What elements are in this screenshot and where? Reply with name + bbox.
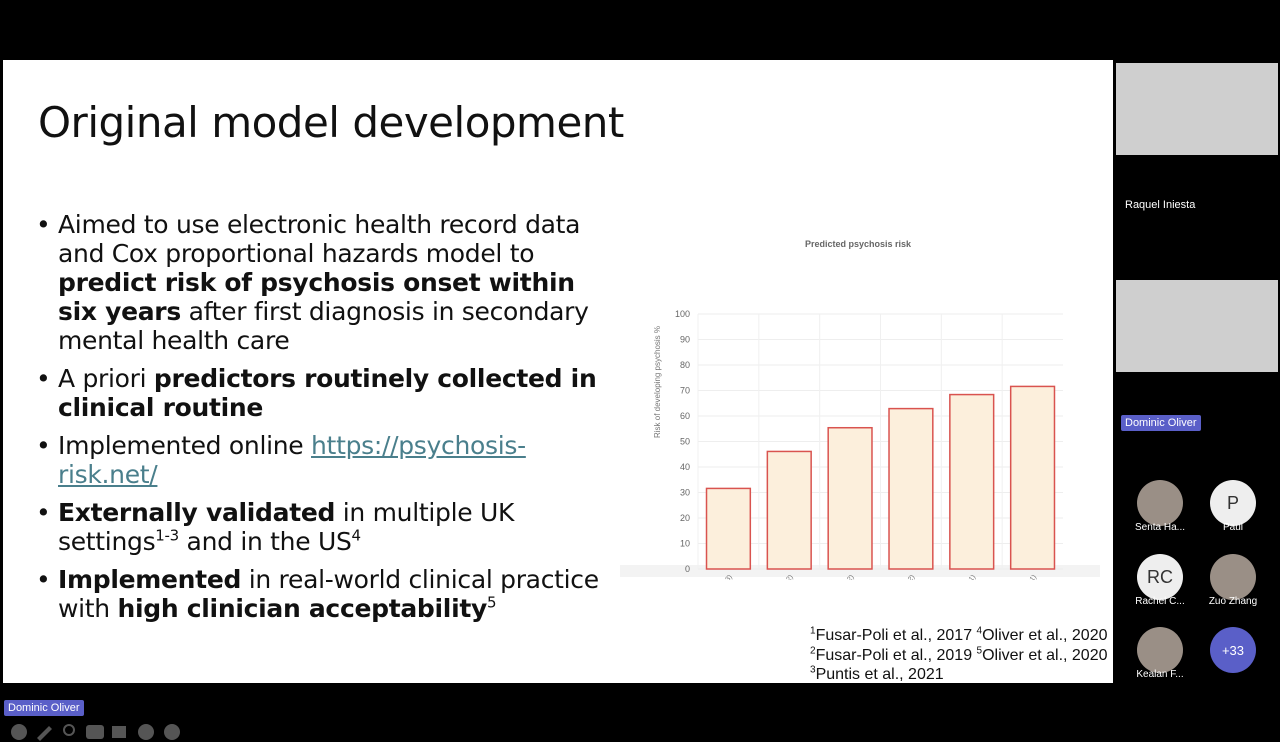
bullet: A priori predictors routinely collected … (36, 364, 616, 422)
text-segment: 5 (486, 593, 497, 612)
reference: 1Fusar-Poli et al., 2017 4Oliver et al.,… (810, 626, 1108, 646)
zoom-button[interactable] (63, 724, 75, 736)
text-segment: 5 (976, 645, 983, 657)
y-tick-label: 50 (680, 437, 690, 447)
bullet: Implemented in real-world clinical pract… (36, 565, 616, 623)
avatar[interactable]: RC (1137, 554, 1183, 600)
presenter-tag: Dominic Oliver (4, 700, 84, 716)
participant-name: Senta Ha... (1134, 522, 1186, 533)
slide-title: Original model development (38, 98, 624, 147)
text-segment: Oliver et al., 2020 (982, 646, 1108, 664)
pen-button[interactable] (37, 726, 52, 741)
text-segment: and in the US (178, 527, 352, 556)
text-segment: 1-3 (155, 526, 179, 545)
y-tick-label: 100 (675, 309, 690, 319)
text-segment: A priori (58, 364, 154, 393)
bar (949, 393, 995, 570)
more-button[interactable] (138, 724, 154, 740)
chart-title: Predicted psychosis risk (805, 239, 912, 249)
bullet: Aimed to use electronic health record da… (36, 210, 616, 355)
participant-name: Rachel C... (1135, 596, 1185, 607)
y-tick-label: 40 (680, 462, 690, 472)
bullet: Implemented online https://psychosis-ris… (36, 431, 616, 489)
text-segment: Fusar-Poli et al., 2019 (815, 646, 977, 664)
y-axis-label: Risk of developing psychosis % (653, 326, 662, 438)
bar (1009, 385, 1056, 570)
text-segment: Puntis et al., 2021 (815, 666, 944, 683)
text-segment: Implemented (58, 565, 242, 594)
slide-toolbar (11, 724, 180, 741)
avatar[interactable]: P (1210, 480, 1256, 526)
text-segment: 2 (810, 645, 816, 657)
slide: Original model development Aimed to use … (3, 60, 1113, 741)
prev-button[interactable] (11, 724, 27, 740)
references: 1Fusar-Poli et al., 2017 4Oliver et al.,… (810, 626, 1108, 685)
y-tick-label: 80 (680, 360, 690, 370)
text-segment: Fusar-Poli et al., 2017 (815, 627, 977, 644)
text-segment: 1 (810, 625, 816, 637)
video-name: Dominic Oliver (1121, 415, 1201, 431)
text-segment: in multiple UK settings (58, 498, 515, 556)
text-segment: Implemented online (58, 431, 312, 460)
cc-button[interactable] (86, 725, 104, 739)
text-segment: Oliver et al., 2020 (982, 627, 1108, 644)
y-tick-label: 0 (685, 564, 690, 574)
bar-chart: Predicted psychosis risk Risk of develop… (620, 239, 1100, 580)
video-tile[interactable] (1116, 280, 1278, 372)
bar (888, 407, 934, 570)
bar (827, 426, 873, 570)
participant-name: Kealan F... (1136, 669, 1184, 680)
camera-button[interactable] (112, 726, 126, 738)
y-tick-label: 20 (680, 513, 690, 523)
participant-name: Paul (1222, 522, 1243, 533)
text-segment: after first diagnosis in secondary menta… (58, 297, 589, 355)
y-tick-label: 90 (680, 335, 690, 345)
next-button[interactable] (164, 724, 180, 740)
y-tick-label: 10 (680, 539, 690, 549)
reference: 2Fusar-Poli et al., 2019 5Oliver et al.,… (810, 646, 1108, 666)
participant-name: Zuo Zhang (1208, 596, 1258, 607)
text-segment: predictors routinely collected in clinic… (58, 364, 597, 422)
avatar[interactable]: +33 (1210, 627, 1256, 673)
video-tile[interactable] (1116, 63, 1278, 155)
y-tick-label: 60 (680, 411, 690, 421)
text-segment: in real-world clinical practice with (58, 565, 599, 623)
y-tick-label: 70 (680, 386, 690, 396)
avatar[interactable] (1210, 554, 1256, 600)
y-tick-label: 30 (680, 488, 690, 498)
text-segment[interactable]: https://psychosis-risk.net/ (58, 431, 526, 489)
text-segment: high clinician acceptability (117, 594, 488, 623)
bar (705, 487, 752, 570)
bullet: Externally validated in multiple UK sett… (36, 498, 616, 556)
text-segment: 4 (976, 625, 983, 637)
avatar[interactable] (1137, 627, 1183, 673)
video-name: Raquel Iniesta (1125, 199, 1196, 211)
text-segment: 3 (810, 664, 816, 676)
text-segment: Externally validated (58, 498, 336, 527)
bar (766, 450, 812, 570)
text-segment: predict risk of psychosis onset within s… (58, 268, 575, 326)
text-segment: 4 (351, 526, 362, 545)
screen: Original model development Aimed to use … (0, 0, 1280, 720)
text-segment: Aimed to use electronic health record da… (58, 210, 581, 268)
reference: 3Puntis et al., 2021 (810, 665, 1108, 685)
bullet-list: Aimed to use electronic health record da… (36, 210, 616, 632)
avatar[interactable] (1137, 480, 1183, 526)
